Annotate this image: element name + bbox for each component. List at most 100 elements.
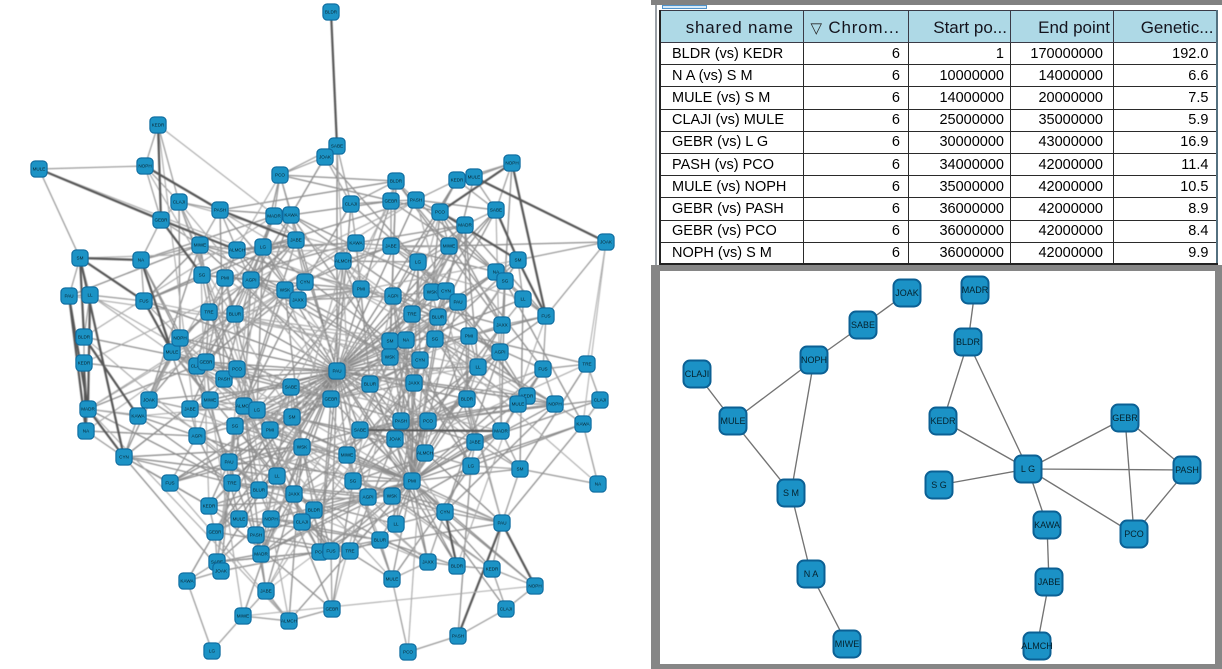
svg-text:BLDR: BLDR <box>451 564 464 569</box>
svg-text:CLAJI: CLAJI <box>594 398 607 403</box>
svg-text:ALMCH: ALMCH <box>417 451 433 456</box>
svg-text:PCO: PCO <box>423 419 433 424</box>
svg-text:AGPI: AGPI <box>388 294 399 299</box>
svg-text:TRE: TRE <box>407 312 416 317</box>
svg-text:NA: NA <box>403 338 410 343</box>
svg-text:WSK: WSK <box>385 355 396 360</box>
svg-text:LL: LL <box>87 293 93 298</box>
svg-text:MIWE: MIWE <box>204 398 217 403</box>
svg-text:NA: NA <box>595 482 602 487</box>
svg-text:MIWE: MIWE <box>835 639 860 649</box>
svg-text:MADR: MADR <box>494 429 508 434</box>
svg-text:TRE: TRE <box>204 310 213 315</box>
svg-text:JOAK: JOAK <box>600 240 613 245</box>
svg-text:LG: LG <box>254 408 261 413</box>
svg-text:SG: SG <box>350 479 357 484</box>
svg-text:SG: SG <box>232 424 239 429</box>
svg-text:LG: LG <box>209 649 216 654</box>
svg-text:KEDR: KEDR <box>930 416 956 426</box>
svg-text:CYN: CYN <box>441 289 451 294</box>
svg-text:GEBR: GEBR <box>384 199 398 204</box>
svg-text:TRE: TRE <box>582 362 591 367</box>
svg-text:GEBR: GEBR <box>208 530 222 535</box>
svg-text:JABE: JABE <box>184 407 196 412</box>
svg-text:JABE: JABE <box>1038 577 1061 587</box>
svg-text:MIWE: MIWE <box>237 614 250 619</box>
svg-text:PAU: PAU <box>224 460 233 465</box>
svg-text:JAXX: JAXX <box>288 492 300 497</box>
svg-text:KAWA: KAWA <box>180 579 194 584</box>
svg-text:CLAJI: CLAJI <box>191 364 204 369</box>
svg-text:PMI: PMI <box>408 479 416 484</box>
svg-text:BLDR: BLDR <box>461 397 474 402</box>
svg-text:PAU: PAU <box>332 369 341 374</box>
svg-text:AGPI: AGPI <box>495 350 506 355</box>
svg-text:MULE: MULE <box>512 402 525 407</box>
svg-text:PASH: PASH <box>395 419 407 424</box>
svg-text:SG: SG <box>199 273 206 278</box>
svg-text:SG: SG <box>432 337 439 342</box>
svg-text:JOAK: JOAK <box>319 155 332 160</box>
svg-text:BLUR: BLUR <box>432 315 445 320</box>
svg-text:SABE: SABE <box>285 385 297 390</box>
svg-text:WSK: WSK <box>387 494 398 499</box>
svg-text:SM: SM <box>387 339 394 344</box>
svg-text:CLAJI: CLAJI <box>173 200 186 205</box>
svg-text:GEBR: GEBR <box>154 218 168 223</box>
svg-text:JOAK: JOAK <box>215 569 228 574</box>
svg-text:JAXX: JAXX <box>422 560 434 565</box>
svg-text:LG: LG <box>415 260 422 265</box>
svg-text:ALMCH: ALMCH <box>335 259 351 264</box>
svg-text:KAWA: KAWA <box>284 213 298 218</box>
svg-text:JABE: JABE <box>260 589 272 594</box>
svg-text:WSK: WSK <box>297 445 308 450</box>
svg-text:KEDR: KEDR <box>78 361 91 366</box>
svg-text:SABE: SABE <box>331 144 343 149</box>
svg-text:FUS: FUS <box>326 549 335 554</box>
svg-text:KAWA: KAWA <box>576 422 590 427</box>
svg-text:CYN: CYN <box>300 280 310 285</box>
svg-text:MIWE: MIWE <box>194 243 207 248</box>
svg-text:SM: SM <box>289 415 296 420</box>
svg-text:KEDR: KEDR <box>521 394 534 399</box>
svg-text:SABE: SABE <box>211 560 223 565</box>
svg-text:NOPH: NOPH <box>801 355 827 365</box>
svg-text:MULE: MULE <box>33 167 46 172</box>
svg-text:S M: S M <box>783 488 799 498</box>
svg-text:ALMCH: ALMCH <box>236 404 252 409</box>
svg-text:JAXX: JAXX <box>408 381 420 386</box>
svg-text:NA: NA <box>138 258 145 263</box>
svg-text:KEDR: KEDR <box>152 123 165 128</box>
svg-text:ALMCH: ALMCH <box>229 248 245 253</box>
svg-text:JOAK: JOAK <box>895 288 919 298</box>
svg-text:SM: SM <box>77 256 84 261</box>
svg-text:SABE: SABE <box>354 428 366 433</box>
svg-text:JAXX: JAXX <box>496 323 508 328</box>
svg-text:MADR: MADR <box>81 407 95 412</box>
svg-text:MADR: MADR <box>458 223 472 228</box>
svg-text:MADR: MADR <box>254 552 268 557</box>
svg-text:BLUR: BLUR <box>229 312 242 317</box>
svg-text:GEBR: GEBR <box>325 607 339 612</box>
svg-text:FUS: FUS <box>541 314 550 319</box>
svg-text:PCO: PCO <box>275 173 285 178</box>
svg-text:PASH: PASH <box>452 634 464 639</box>
svg-text:CLAJI: CLAJI <box>685 369 710 379</box>
svg-text:CYN: CYN <box>415 358 425 363</box>
svg-text:NA: NA <box>83 429 90 434</box>
svg-text:CYN: CYN <box>440 510 450 515</box>
svg-text:MULE: MULE <box>468 175 481 180</box>
svg-text:GEBR: GEBR <box>199 360 213 365</box>
svg-text:PASH: PASH <box>250 533 262 538</box>
svg-text:LL: LL <box>274 474 280 479</box>
svg-text:ALMCH: ALMCH <box>1021 641 1053 651</box>
svg-text:FUS: FUS <box>538 367 547 372</box>
svg-text:JABE: JABE <box>290 238 302 243</box>
svg-text:BLDR: BLDR <box>390 179 403 184</box>
svg-text:NA: NA <box>493 270 500 275</box>
svg-text:GEBR: GEBR <box>324 397 338 402</box>
svg-text:PCO: PCO <box>232 367 242 372</box>
svg-text:SM: SM <box>515 258 522 263</box>
svg-text:NOPH: NOPH <box>505 161 518 166</box>
svg-text:MULE: MULE <box>233 517 246 522</box>
